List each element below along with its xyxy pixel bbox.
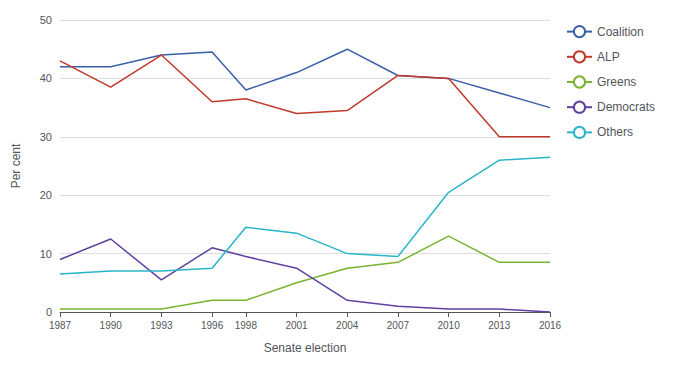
svg-text:Coalition: Coalition <box>597 25 644 39</box>
svg-text:Senate election: Senate election <box>264 341 347 355</box>
svg-text:2010: 2010 <box>437 320 460 331</box>
svg-text:Others: Others <box>597 125 633 139</box>
svg-text:20: 20 <box>40 189 52 201</box>
svg-text:1998: 1998 <box>235 320 258 331</box>
svg-text:Greens: Greens <box>597 75 636 89</box>
svg-text:2013: 2013 <box>488 320 511 331</box>
svg-text:1993: 1993 <box>150 320 173 331</box>
svg-text:1990: 1990 <box>100 320 123 331</box>
svg-text:1996: 1996 <box>201 320 224 331</box>
svg-text:Per cent: Per cent <box>9 143 23 188</box>
svg-text:10: 10 <box>40 248 52 260</box>
svg-text:2016: 2016 <box>539 320 562 331</box>
svg-text:Democrats: Democrats <box>597 100 655 114</box>
svg-text:1987: 1987 <box>49 320 72 331</box>
svg-text:50: 50 <box>40 14 52 26</box>
svg-text:2001: 2001 <box>285 320 308 331</box>
svg-text:40: 40 <box>40 72 52 84</box>
svg-text:ALP: ALP <box>597 50 620 64</box>
svg-text:2007: 2007 <box>387 320 410 331</box>
svg-text:2004: 2004 <box>336 320 359 331</box>
svg-text:0: 0 <box>46 306 52 318</box>
svg-text:30: 30 <box>40 131 52 143</box>
